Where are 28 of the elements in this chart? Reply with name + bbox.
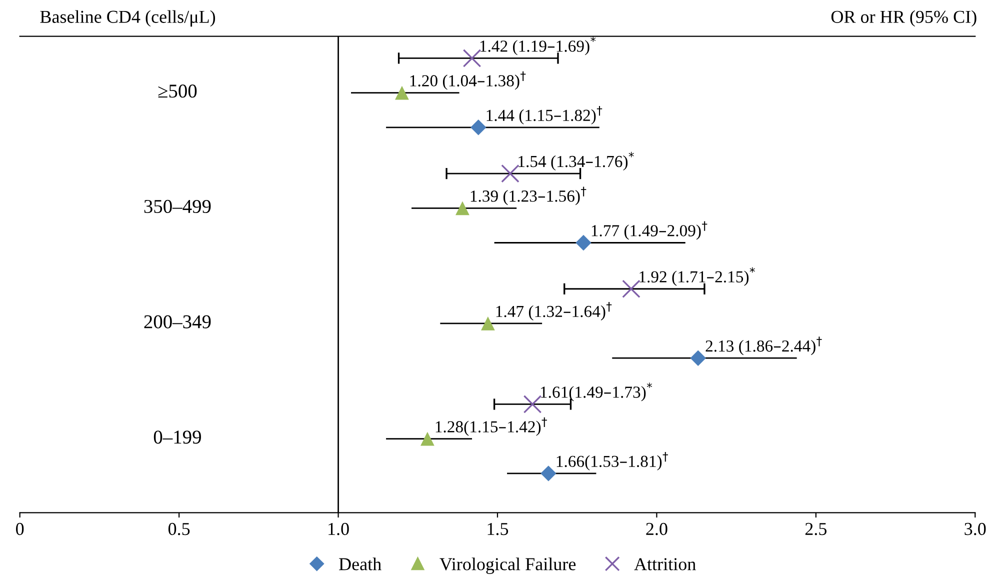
y-tick-label: 0–199 — [154, 430, 201, 444]
x-tick-label: 3.0 — [964, 522, 986, 536]
data-label: 1.28(1.15–1.42)$^{†}$ — [436, 417, 547, 436]
data-label: 1.20 (1.04–1.38)$^{†}$ — [410, 71, 526, 90]
data-label: 1.42 (1.19–1.69)$^{*}$ — [480, 36, 596, 56]
data-label: 1.77 (1.49–2.09)$^{†}$ — [592, 221, 708, 240]
legend-label: Death — [339, 558, 382, 570]
legend-label: Attrition — [634, 558, 696, 570]
data-label: 1.66(1.53–1.81)$^{†}$ — [556, 452, 668, 470]
y-tick-label: ≥500 — [158, 84, 197, 98]
x-tick-label: 0.5 — [168, 522, 190, 536]
x-tick-label: 0 — [16, 522, 24, 536]
data-label: 1.47 (1.32–1.64)$^{†}$ — [496, 302, 612, 320]
y-tick-label: 350–499 — [144, 200, 211, 214]
data-label: 2.13 (1.86–2.44)$^{†}$ — [706, 336, 822, 356]
x-tick-label: 2.0 — [646, 522, 668, 536]
data-label: 1.39 (1.23–1.56)$^{†}$ — [470, 186, 586, 206]
data-label: 1.54 (1.34–1.76)$^{*}$ — [518, 152, 634, 171]
data-label: 1.44 (1.15–1.82)$^{†}$ — [486, 106, 602, 124]
legend-label: Virological Failure — [440, 558, 576, 574]
y-tick-label: 200–349 — [144, 315, 211, 328]
data-label: 1.61(1.49–1.73)$^{*}$ — [540, 382, 652, 402]
data-label: 1.92 (1.71–2.15)$^{*}$ — [640, 267, 755, 286]
x-tick-label: 1.0 — [328, 522, 349, 536]
x-tick-label: 1.5 — [488, 522, 508, 536]
y-axis-title: Baseline CD4 (cells/μL) — [40, 10, 216, 27]
text: OR or HR (95% CI) — [831, 10, 976, 27]
x-tick-label: 2.5 — [805, 522, 826, 536]
